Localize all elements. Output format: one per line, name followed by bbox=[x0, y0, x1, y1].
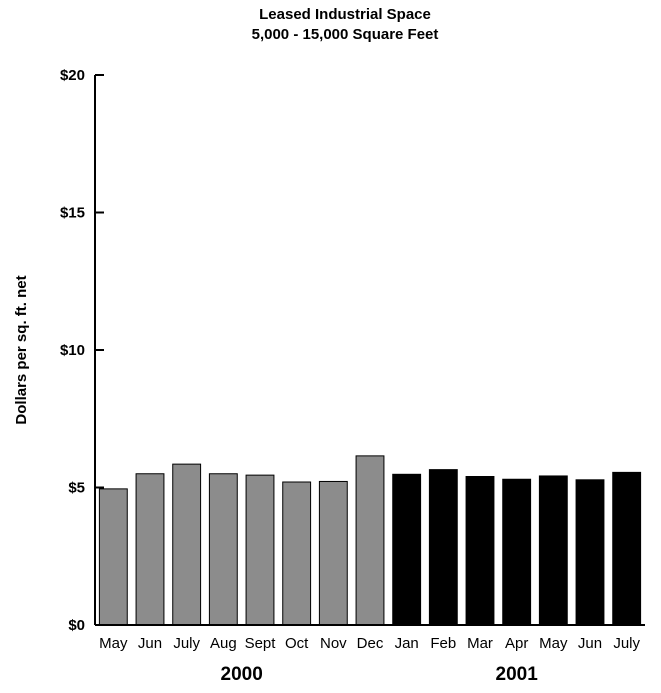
y-tick-label: $5 bbox=[68, 480, 85, 497]
bar bbox=[538, 475, 568, 626]
bar bbox=[245, 474, 275, 626]
x-tick-label: Sept bbox=[245, 635, 277, 652]
x-tick-label: Feb bbox=[430, 635, 456, 652]
y-tick-label: $10 bbox=[60, 342, 85, 359]
x-tick-label: July bbox=[173, 635, 200, 652]
x-tick-label: Jan bbox=[395, 635, 419, 652]
year-label: 2000 bbox=[221, 664, 263, 685]
year-label: 2001 bbox=[496, 664, 539, 685]
year-groups: 2000 2001 bbox=[221, 664, 539, 685]
x-tick-label: Jun bbox=[138, 635, 162, 652]
y-tick-label: $15 bbox=[60, 205, 85, 222]
x-tick-label: July bbox=[613, 635, 640, 652]
bar bbox=[208, 473, 238, 626]
bar bbox=[172, 463, 202, 626]
x-tick-label: May bbox=[99, 635, 128, 652]
x-tick-label: May bbox=[539, 635, 568, 652]
bar bbox=[282, 481, 312, 626]
x-tick-label: Oct bbox=[285, 635, 309, 652]
y-axis-title: Dollars per sq. ft. net bbox=[13, 275, 30, 424]
bars bbox=[98, 455, 642, 626]
x-axis: May Jun July Aug Sept Oct Nov Dec Jan Feb Mar Apr Ma… bbox=[95, 624, 645, 652]
y-tick-label: $0 bbox=[68, 617, 85, 634]
chart-title: Leased Industrial Space bbox=[259, 6, 431, 23]
y-tick-label: $20 bbox=[60, 67, 85, 84]
bar bbox=[575, 479, 605, 626]
bar bbox=[98, 488, 128, 626]
y-axis: $0 $5 $10 $15 $20 bbox=[60, 67, 104, 634]
x-tick-label: Apr bbox=[505, 635, 528, 652]
chart-subtitle: 5,000 - 15,000 Square Feet bbox=[252, 26, 439, 43]
x-tick-label: Jun bbox=[578, 635, 602, 652]
bar bbox=[355, 455, 385, 626]
bar bbox=[318, 480, 348, 626]
x-tick-label: Nov bbox=[320, 635, 347, 652]
x-tick-label: Aug bbox=[210, 635, 237, 652]
x-tick-label: Mar bbox=[467, 635, 493, 652]
bar bbox=[502, 478, 532, 626]
bar bbox=[428, 469, 458, 626]
bar bbox=[392, 473, 422, 626]
bar bbox=[135, 473, 165, 626]
bar bbox=[612, 471, 642, 626]
x-tick-label: Dec bbox=[357, 635, 384, 652]
bar bbox=[465, 476, 495, 626]
